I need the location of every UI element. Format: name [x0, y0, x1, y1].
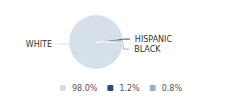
svg-text:98.0%: 98.0%: [72, 84, 98, 93]
svg-text:HISPANIC: HISPANIC: [135, 35, 173, 44]
svg-text:1.2%: 1.2%: [119, 84, 140, 93]
svg-text:0.8%: 0.8%: [162, 84, 183, 93]
svg-text:BLACK: BLACK: [134, 45, 161, 54]
svg-text:WHITE: WHITE: [26, 40, 52, 49]
